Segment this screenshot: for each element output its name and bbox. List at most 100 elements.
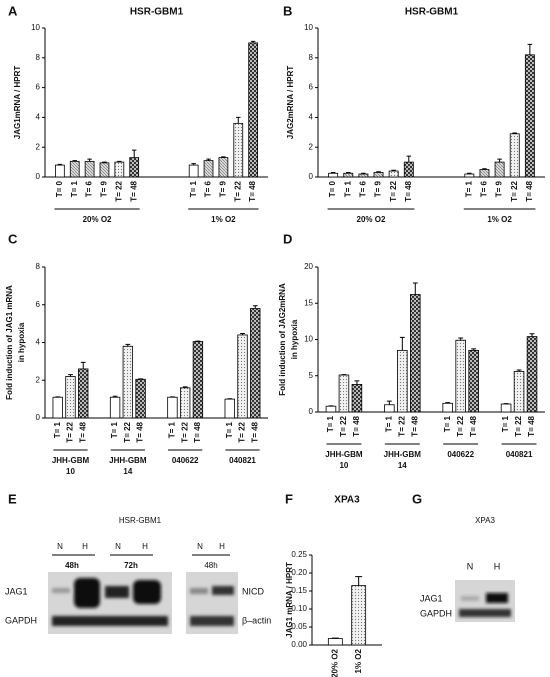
- y-tick-label: 0.05: [291, 622, 307, 631]
- group-label: 14: [398, 461, 407, 470]
- y-tick-label: 6: [36, 83, 41, 92]
- bar: [351, 585, 367, 646]
- error-bar: [516, 369, 522, 372]
- x-tick-label: T= 9: [100, 180, 109, 197]
- error-bar: [406, 155, 412, 163]
- bar: [509, 133, 520, 178]
- x-tick-label: T= 48: [404, 180, 413, 201]
- x-tick-label: T= 48: [469, 415, 478, 436]
- x-tick-label: T= 6: [480, 180, 489, 197]
- y-tick-label: 10: [31, 23, 40, 32]
- panel-letter: A: [8, 3, 18, 18]
- x-tick-label: T= 1: [225, 421, 234, 438]
- bar: [403, 161, 414, 178]
- error-bar: [399, 336, 405, 351]
- panel-letter: D: [283, 231, 292, 246]
- lane-label: H: [494, 561, 501, 571]
- blot-title: XPA3: [475, 516, 495, 525]
- error-bar: [72, 160, 77, 162]
- error-bar: [80, 361, 86, 369]
- bar: [248, 42, 258, 178]
- y-tick-label: 0.25: [291, 550, 307, 559]
- x-tick-label: T= 48: [129, 180, 138, 201]
- y-tick-label: 15: [304, 298, 313, 307]
- x-tick-label: T= 48: [410, 415, 419, 436]
- y-tick-label: 4: [36, 113, 41, 122]
- bar: [188, 164, 199, 178]
- chart-title: HSR-GBM1: [405, 7, 459, 18]
- lane-label: N: [197, 542, 203, 551]
- x-tick-label: T= 22: [114, 180, 123, 201]
- x-tick-label: T= 22: [389, 180, 398, 201]
- x-tick-label: T= 22: [456, 415, 465, 436]
- y-tick-label: 2: [309, 142, 314, 151]
- error-bar: [412, 282, 418, 295]
- x-tick-label: T= 48: [78, 421, 87, 442]
- error-bar: [345, 172, 351, 174]
- x-tick-label: T= 1: [343, 180, 352, 197]
- bar: [410, 294, 421, 413]
- x-tick-label: T= 0: [328, 180, 337, 197]
- bar: [55, 164, 65, 178]
- error-bar: [112, 395, 118, 398]
- row-label: GAPDH: [420, 608, 452, 618]
- lane-label: N: [115, 542, 121, 551]
- bar: [442, 402, 453, 413]
- bands: [459, 593, 511, 617]
- row-label: JAG1: [5, 586, 28, 596]
- x-tick-label: T= 9: [219, 180, 228, 197]
- bar: [167, 396, 178, 419]
- bar: [224, 398, 235, 419]
- group-label: 040622: [172, 456, 199, 465]
- error-bar: [376, 171, 381, 173]
- bar: [526, 336, 538, 413]
- x-tick-label: T= 22: [397, 415, 406, 436]
- y-tick-label: 6: [309, 83, 314, 92]
- bar: [468, 349, 479, 413]
- error-bar: [236, 116, 241, 124]
- bar: [397, 349, 408, 413]
- group-label: 040821: [229, 456, 256, 465]
- error-bar: [471, 348, 477, 351]
- error-bar: [206, 158, 211, 161]
- panel-letter: C: [8, 231, 18, 246]
- y-tick-label: 8: [36, 53, 41, 62]
- time-label: 72h: [124, 561, 138, 570]
- x-tick-label: T= 9: [374, 180, 383, 197]
- x-tick-label: T= 48: [248, 180, 257, 201]
- y-tick-label: 20: [304, 262, 313, 271]
- blot-e: E HSR-GBM1 N H N H N H 48h 72h 48h JAG1 …: [5, 491, 271, 634]
- y-axis-label: in hypoxia: [290, 319, 299, 359]
- row-label: JAG1: [420, 593, 443, 603]
- x-tick-label: 1% O2: [354, 648, 363, 673]
- bar: [114, 161, 125, 178]
- y-tick-label: 0.15: [291, 586, 307, 595]
- error-bar: [458, 337, 464, 341]
- error-bar: [252, 305, 258, 309]
- error-bar: [102, 161, 107, 163]
- group-label: 20% O2: [357, 215, 386, 224]
- lane-label: H: [219, 542, 225, 551]
- bar: [500, 403, 512, 413]
- x-tick-label: T= 22: [123, 421, 132, 442]
- y-tick-label: 6: [36, 300, 41, 309]
- y-axis-label: JAG1mRNA / HPRT: [13, 66, 22, 140]
- row-label: β–actin: [242, 615, 271, 625]
- row-label: GAPDH: [5, 615, 37, 625]
- bar: [455, 339, 466, 413]
- x-tick-label: T= 1: [110, 421, 119, 438]
- x-tick-label: T= 1: [384, 415, 393, 432]
- error-bar: [497, 158, 502, 163]
- x-tick-label: T= 48: [525, 180, 534, 201]
- bar: [69, 160, 80, 178]
- bar: [233, 122, 244, 178]
- bar: [384, 404, 395, 413]
- lane-label: H: [142, 542, 148, 551]
- bar: [78, 368, 89, 419]
- error-bar: [250, 40, 256, 43]
- bar: [327, 638, 343, 646]
- bar: [250, 308, 261, 419]
- bar: [99, 162, 110, 178]
- x-tick-label: T= 6: [359, 180, 368, 197]
- x-tick-label: T= 48: [193, 421, 202, 442]
